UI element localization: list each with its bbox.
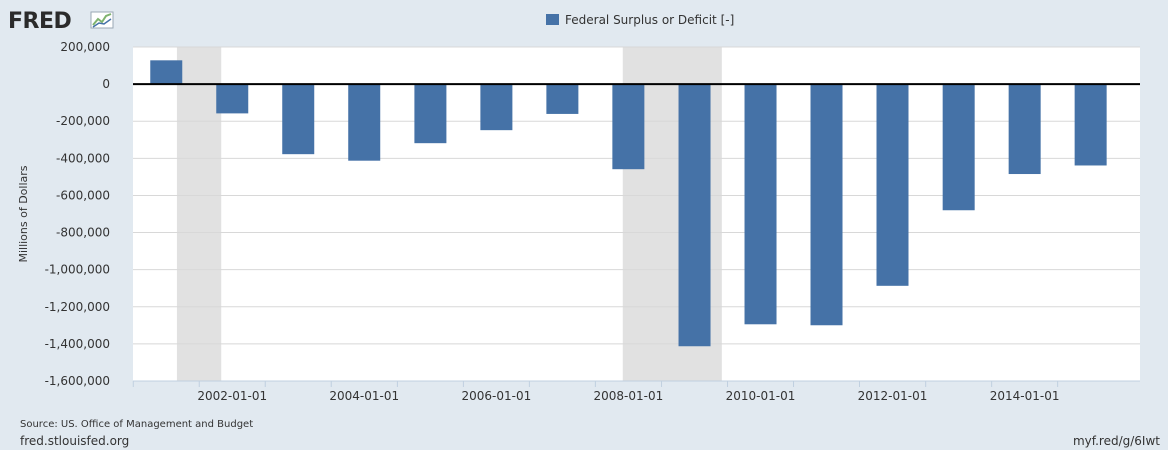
bar xyxy=(810,84,843,326)
y-tick-label: -800,000 xyxy=(56,226,110,240)
x-tick-label: 2004-01-01 xyxy=(329,389,399,403)
legend: Federal Surplus or Deficit [-] xyxy=(546,13,734,27)
bar xyxy=(150,60,183,85)
bar xyxy=(1074,84,1107,166)
y-tick-label: -1,200,000 xyxy=(45,300,110,314)
y-axis-ticks: 200,000 0 -200,000 -400,000 -600,000 -800,000… xyxy=(45,40,110,388)
y-axis-title: Millions of Dollars xyxy=(17,165,30,262)
x-axis-ticks: 2002-01-01 2004-01-01 2006-01-01 2008-01-01… xyxy=(132,380,1140,403)
bar xyxy=(546,84,579,114)
legend-swatch xyxy=(546,14,559,25)
y-tick-label: -600,000 xyxy=(56,188,110,202)
x-tick-label: 2010-01-01 xyxy=(726,389,796,403)
x-tick-label: 2002-01-01 xyxy=(197,389,267,403)
bar xyxy=(612,84,645,170)
y-tick-label: -400,000 xyxy=(56,151,110,165)
bar xyxy=(414,84,447,144)
source-note: Source: US. Office of Management and Bud… xyxy=(20,419,253,430)
y-tick-label: -200,000 xyxy=(56,114,110,128)
x-tick-label: 2008-01-01 xyxy=(593,389,663,403)
y-tick-label: 200,000 xyxy=(60,40,110,54)
bar xyxy=(216,84,249,114)
legend-label: Federal Surplus or Deficit [-] xyxy=(565,13,734,27)
short-link[interactable]: myf.red/g/6Iwt xyxy=(1073,434,1160,448)
bar xyxy=(942,84,975,211)
recession-band xyxy=(176,47,222,381)
bar xyxy=(1008,84,1041,175)
y-tick-label: 0 xyxy=(102,77,110,91)
bar xyxy=(744,84,777,325)
x-tick-label: 2014-01-01 xyxy=(990,389,1060,403)
y-tick-label: -1,000,000 xyxy=(45,263,110,277)
bar xyxy=(876,84,909,286)
y-tick-label: -1,600,000 xyxy=(45,374,110,388)
y-tick-label: -1,400,000 xyxy=(45,337,110,351)
fred-logo-text: FRED xyxy=(8,9,71,34)
bar xyxy=(678,84,711,347)
trend-line-chart-icon xyxy=(90,11,114,29)
bar xyxy=(282,84,315,155)
x-tick-label: 2006-01-01 xyxy=(462,389,532,403)
x-tick-label: 2012-01-01 xyxy=(858,389,928,403)
fred-logo[interactable]: FRED xyxy=(8,9,114,34)
site-link[interactable]: fred.stlouisfed.org xyxy=(20,434,129,448)
bar xyxy=(348,84,381,161)
bar-series xyxy=(150,60,1107,347)
bar xyxy=(480,84,513,131)
